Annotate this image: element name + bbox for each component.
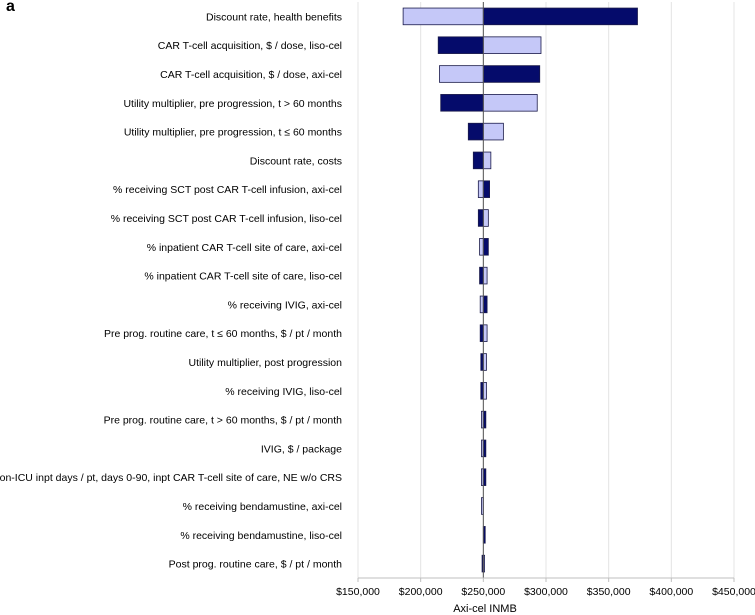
bar-left [440, 94, 484, 112]
bar-left [477, 209, 484, 227]
bars [402, 2, 638, 578]
bar-right [482, 65, 541, 83]
parameter-label: Utility multiplier, post progression [189, 357, 343, 369]
parameter-label: % receiving SCT post CAR T-cell infusion… [111, 213, 342, 225]
x-tick-label: $450,000 [712, 586, 755, 598]
x-tick-label: $300,000 [524, 586, 568, 598]
parameter-label: % inpatient CAR T-cell site of care, lis… [144, 271, 342, 283]
bar-left [477, 180, 484, 198]
parameter-label: % receiving SCT post CAR T-cell infusion… [113, 184, 342, 196]
parameter-label: CAR T-cell acquisition, $ / dose, axi-ce… [160, 69, 342, 81]
parameter-label: % receiving IVIG, axi-cel [228, 299, 342, 311]
parameter-label: Discount rate, health benefits [206, 11, 342, 23]
parameter-label: Discount rate, costs [250, 155, 342, 167]
x-tick-label: $250,000 [461, 586, 505, 598]
parameter-label: % receiving bendamustine, liso-cel [180, 530, 342, 542]
parameter-label: % receiving IVIG, liso-cel [225, 386, 342, 398]
x-tick-label: $200,000 [399, 586, 443, 598]
bar-left [437, 36, 484, 54]
bar-left [467, 122, 484, 141]
bar-right [482, 94, 538, 112]
bar-right [482, 151, 492, 170]
bar-left [472, 151, 484, 170]
bar-right [482, 324, 488, 342]
bar-right [482, 122, 504, 141]
bar-right [482, 238, 489, 256]
parameter-label: CAR T-cell acquisition, $ / dose, liso-c… [158, 40, 342, 52]
x-tick-label: $400,000 [649, 586, 693, 598]
parameter-label: IVIG, $ / package [261, 443, 342, 455]
bar-left [439, 65, 484, 83]
bar-right [482, 180, 491, 198]
panel-label: a [6, 0, 15, 15]
parameter-label: Utility multiplier, pre progression, t ≤… [124, 127, 342, 139]
parameter-label: Non-ICU inpt days / pt, days 0-90, inpt … [0, 472, 342, 484]
bar-right [482, 295, 488, 314]
parameter-label: Pre prog. routine care, t ≤ 60 months, $… [104, 328, 342, 340]
parameter-label: Pre prog. routine care, t > 60 months, $… [104, 415, 343, 427]
parameter-label: Post prog. routine care, $ / pt / month [169, 559, 343, 571]
x-tick-label: $150,000 [336, 586, 380, 598]
bar-right [482, 266, 488, 285]
x-axis: $150,000 $200,000 $250,000 $300,000 $350,000… [336, 577, 755, 598]
bar-left [479, 266, 484, 285]
x-tick-label: $350,000 [587, 586, 631, 598]
bar-right [482, 36, 542, 54]
x-axis-title: Axi-cel INMB [453, 603, 517, 615]
bar-right [482, 7, 638, 26]
gridlines [357, 2, 735, 578]
bar-right [482, 209, 489, 227]
parameter-label: % receiving bendamustine, axi-cel [183, 501, 342, 513]
bar-left [479, 238, 484, 256]
parameter-labels: Discount rate, health benefits CAR T-cell… [0, 11, 342, 570]
parameter-label: Utility multiplier, pre progression, t >… [123, 98, 342, 110]
parameter-label: % inpatient CAR T-cell site of care, axi… [147, 242, 342, 254]
bar-left [402, 7, 484, 26]
